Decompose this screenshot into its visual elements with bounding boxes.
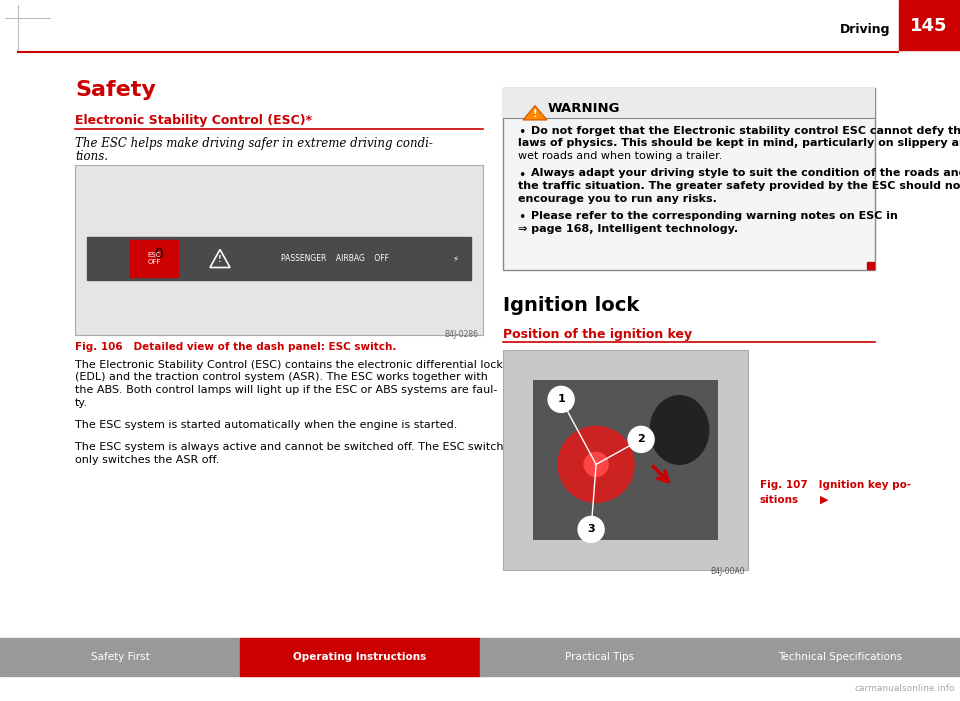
Text: Practical Tips: Practical Tips — [565, 652, 635, 662]
Text: 145: 145 — [910, 17, 948, 35]
Text: Safety: Safety — [75, 80, 156, 100]
Text: •: • — [518, 211, 525, 224]
Text: Position of the ignition key: Position of the ignition key — [503, 328, 692, 341]
Text: only switches the ASR off.: only switches the ASR off. — [75, 455, 220, 465]
Text: Driving: Driving — [839, 24, 890, 36]
Text: The ESC system is started automatically when the engine is started.: The ESC system is started automatically … — [75, 420, 457, 430]
Text: 3: 3 — [588, 524, 595, 534]
Bar — [0, 638, 240, 676]
Text: Fig. 106   Detailed view of the dash panel: ESC switch.: Fig. 106 Detailed view of the dash panel… — [75, 342, 396, 352]
Text: ty.: ty. — [75, 397, 88, 407]
Text: PASSENGER    AIRBAG    OFF: PASSENGER AIRBAG OFF — [281, 254, 389, 263]
Text: ⇒ page 168, Intelligent technology.: ⇒ page 168, Intelligent technology. — [518, 224, 738, 233]
Text: ⚡: ⚡ — [452, 254, 458, 263]
Text: ▶: ▶ — [820, 495, 828, 505]
Text: sitions: sitions — [760, 495, 799, 505]
Text: B4J-0286: B4J-0286 — [444, 330, 478, 339]
Text: •: • — [518, 168, 525, 182]
Text: the ABS. Both control lamps will light up if the ESC or ABS systems are faul-: the ABS. Both control lamps will light u… — [75, 385, 497, 395]
Text: ESC
OFF: ESC OFF — [147, 252, 160, 265]
Text: Electronic Stability Control (ESC)*: Electronic Stability Control (ESC)* — [75, 114, 312, 127]
Circle shape — [578, 517, 604, 543]
Text: !: ! — [218, 255, 222, 264]
Text: The Electronic Stability Control (ESC) contains the electronic differential lock: The Electronic Stability Control (ESC) c… — [75, 360, 503, 370]
Circle shape — [628, 426, 654, 452]
Text: laws of physics. This should be kept in mind, particularly on slippery and: laws of physics. This should be kept in … — [518, 139, 960, 149]
Text: The ESC helps make driving safer in extreme driving condi-: The ESC helps make driving safer in extr… — [75, 137, 433, 150]
Text: tions.: tions. — [75, 150, 108, 163]
Text: Fig. 107   Ignition key po-: Fig. 107 Ignition key po- — [760, 480, 911, 490]
Bar — [130, 240, 178, 277]
Text: 0: 0 — [154, 247, 163, 261]
Text: Please refer to the corresponding warning notes on ESC in: Please refer to the corresponding warnin… — [531, 211, 898, 221]
Text: WARNING: WARNING — [548, 102, 620, 114]
Circle shape — [548, 386, 574, 412]
Text: carmanualsonline.info: carmanualsonline.info — [854, 684, 955, 693]
Text: Always adapt your driving style to suit the condition of the roads and: Always adapt your driving style to suit … — [531, 168, 960, 179]
Bar — [720, 638, 960, 676]
Text: 2: 2 — [637, 435, 645, 444]
Text: Do not forget that the Electronic stability control ESC cannot defy the: Do not forget that the Electronic stabil… — [531, 126, 960, 136]
Text: wet roads and when towing a trailer.: wet roads and when towing a trailer. — [518, 151, 722, 161]
Text: The ESC system is always active and cannot be switched off. The ESC switch: The ESC system is always active and cann… — [75, 442, 503, 453]
Bar — [87, 237, 471, 280]
Bar — [75, 165, 483, 335]
Text: Safety First: Safety First — [90, 652, 150, 662]
Bar — [533, 380, 718, 540]
Text: encourage you to run any risks.: encourage you to run any risks. — [518, 193, 717, 203]
Bar — [899, 0, 960, 50]
Ellipse shape — [649, 395, 709, 465]
Circle shape — [584, 452, 608, 477]
Text: 1: 1 — [557, 395, 565, 404]
Text: (EDL) and the traction control system (ASR). The ESC works together with: (EDL) and the traction control system (A… — [75, 372, 488, 383]
Text: •: • — [518, 126, 525, 139]
Circle shape — [558, 426, 635, 503]
Bar — [503, 350, 748, 570]
Bar — [480, 638, 720, 676]
Text: B4J-00A0: B4J-00A0 — [710, 567, 745, 576]
Bar — [503, 88, 875, 118]
Text: !: ! — [533, 109, 538, 119]
Bar — [503, 88, 875, 270]
Polygon shape — [523, 106, 547, 120]
Bar — [867, 262, 874, 269]
Text: Technical Specifications: Technical Specifications — [778, 652, 902, 662]
Bar — [240, 638, 480, 676]
Text: Ignition lock: Ignition lock — [503, 296, 639, 315]
Text: Operating Instructions: Operating Instructions — [294, 652, 426, 662]
Text: the traffic situation. The greater safety provided by the ESC should not: the traffic situation. The greater safet… — [518, 181, 960, 191]
